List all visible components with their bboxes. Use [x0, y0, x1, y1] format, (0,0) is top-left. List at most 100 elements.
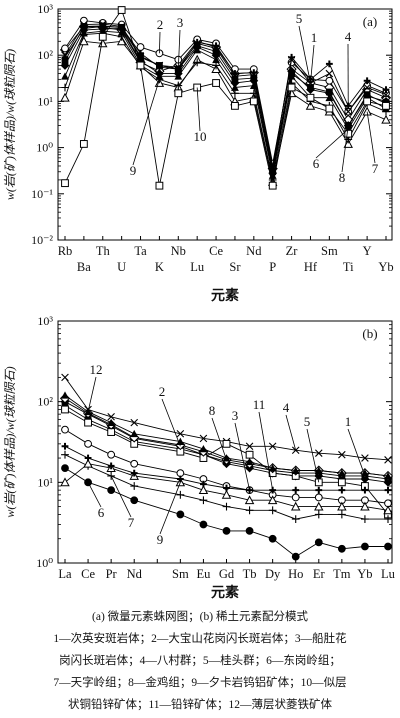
panel-b-series-line-9	[64, 463, 389, 511]
panel-a-x-tick-label: Ba	[77, 260, 91, 274]
panel-b-x-tick-label: Gd	[219, 567, 235, 581]
panel-b-point-5	[245, 450, 254, 459]
panel-a-series-line-10	[64, 9, 387, 186]
panel-a-frame	[57, 8, 393, 241]
panel-a-point-5	[212, 44, 220, 53]
panel-b-point-9	[221, 489, 232, 499]
panel-a-x-tick-label: Y	[363, 244, 372, 258]
panel-a-series-label-7: 7	[372, 161, 379, 176]
panel-b-frame	[57, 320, 393, 564]
panel-b-series-label-9: 9	[157, 532, 164, 547]
panel-a-series-5	[61, 20, 390, 170]
panel-b-point-5	[84, 418, 92, 427]
panel-a-point-7	[98, 38, 108, 48]
panel-b-point-6	[176, 510, 185, 519]
panel-b-point-7	[245, 506, 254, 515]
panel-a-point-9	[212, 61, 220, 70]
panel-b-point-4	[361, 454, 369, 462]
panel-b-point-12	[384, 472, 392, 480]
panel-a-series-label-6: 6	[313, 156, 320, 171]
panel-a-series-line-1	[64, 25, 387, 169]
panel-b-y-tick-label: 10³	[37, 314, 53, 328]
panel-b-y-tick-label: 10²	[37, 395, 53, 409]
panel-b-point-9	[267, 495, 278, 505]
panel-a-point-8	[249, 76, 259, 86]
panel-a-point-8	[117, 24, 127, 33]
panel-a-y-tick-label: 10¹	[37, 94, 53, 108]
panel-a-y-tick-label: 10⁻²	[31, 233, 53, 247]
panel-a-callout-leader	[177, 29, 181, 70]
panel-a-point-4	[382, 86, 390, 94]
panel-a-point-5	[231, 72, 239, 81]
panel-a-point-8	[79, 25, 89, 35]
panel-b-series-line-6	[64, 467, 388, 558]
panel-a-point-5	[61, 51, 69, 59]
panel-a-callout-leader	[298, 25, 311, 84]
panel-b-x-tick-label: Sm	[172, 567, 189, 581]
panel-b-point-7	[107, 472, 116, 480]
panel-b-callout-leader	[347, 428, 366, 477]
panel-b-point-9	[314, 501, 324, 511]
panel-a-point-10	[212, 79, 220, 87]
panel-b-point-2	[383, 477, 393, 487]
panel-b-point-11	[384, 486, 392, 494]
panel-b-callout-leader	[110, 475, 132, 518]
panel-a-series-6	[61, 27, 390, 179]
panel-b-label: (b)	[362, 326, 377, 341]
panel-a-x-tick-label: Th	[96, 244, 111, 258]
panel-b-series-label-11: 11	[253, 397, 266, 412]
panel-a-point-9	[231, 89, 239, 98]
panel-a-callout-leader	[366, 111, 376, 164]
panel-a-x-tick-label: Ta	[134, 244, 147, 258]
panel-b-y-axis-title: w(岩(矿)体样品)/w(球粒陨石)	[3, 366, 17, 517]
panel-a-point-8	[324, 88, 334, 98]
panel-b-point-9	[360, 501, 370, 511]
panel-b-callout-leader	[234, 422, 250, 491]
panel-b-series-line-4	[64, 377, 389, 461]
panel-b-point-7	[384, 515, 392, 524]
panel-b-point-11	[130, 469, 138, 477]
panel-b-point-9	[60, 477, 70, 487]
panel-a-series-label-9: 9	[130, 163, 137, 178]
panel-a-point-10	[174, 89, 183, 98]
panel-a-point-8	[173, 69, 183, 78]
panel-b-x-tick-label: Tb	[243, 567, 257, 581]
panel-a-y-axis-title: w(岩(矿)体样品)/w(球粒陨石)	[3, 49, 17, 200]
panel-a-x-tick-label: Sm	[321, 244, 338, 258]
panel-b-point-7	[130, 482, 139, 490]
panel-a-point-9	[61, 83, 69, 92]
panel-b-point-4	[314, 449, 323, 457]
panel-a-callout-leader	[132, 79, 160, 166]
panel-a-point-7	[305, 100, 316, 110]
panel-a-point-3	[61, 57, 69, 65]
panel-a-series-label-5: 5	[296, 11, 303, 26]
panel-b-point-9	[290, 501, 301, 511]
panel-b-point-3	[61, 425, 69, 434]
panel-b-point-11	[61, 442, 69, 450]
panel-a-series-line-4	[64, 25, 387, 169]
panel-b-point-12	[268, 464, 277, 472]
panel-a-point-8	[211, 50, 221, 60]
panel-a-point-10	[155, 181, 164, 190]
panel-b-series-7	[61, 450, 392, 524]
panel-a-point-5	[382, 90, 390, 99]
panel-a-x-tick-label: Hf	[304, 260, 318, 274]
panel-b-point-6	[268, 534, 277, 543]
panel-a-point-10	[344, 129, 353, 138]
panel-b-point-5	[61, 405, 69, 414]
panel-b-point-6	[384, 542, 392, 551]
panel-b-series-3	[61, 425, 392, 508]
panel-b-point-5	[337, 478, 346, 487]
panel-b-point-12	[361, 469, 369, 477]
panel-a-x-tick-label: Nd	[246, 244, 262, 258]
panel-b-series-line-11	[64, 445, 388, 491]
panel-a-point-10	[306, 93, 315, 102]
panel-a-point-5	[98, 20, 107, 28]
panel-a-point-6	[249, 81, 258, 89]
panel-a-point-8	[192, 42, 202, 52]
figure-caption: (a) 微量元素蛛网图；(b) 稀土元素配分模式 1—次英安斑岩体；2—大宝山花…	[8, 606, 392, 716]
panel-b-callout-leader	[306, 428, 320, 483]
panel-b-point-6	[361, 542, 369, 551]
panel-b-series-label-1: 1	[345, 414, 352, 429]
